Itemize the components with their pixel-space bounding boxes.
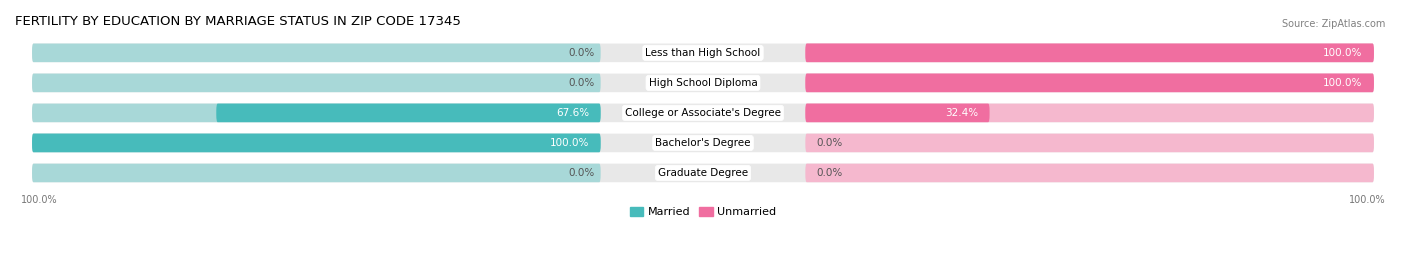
- FancyBboxPatch shape: [32, 73, 600, 92]
- FancyBboxPatch shape: [806, 44, 1374, 62]
- FancyBboxPatch shape: [32, 134, 1374, 152]
- FancyBboxPatch shape: [32, 134, 600, 152]
- Text: FERTILITY BY EDUCATION BY MARRIAGE STATUS IN ZIP CODE 17345: FERTILITY BY EDUCATION BY MARRIAGE STATU…: [15, 15, 461, 28]
- Text: 100.0%: 100.0%: [1323, 78, 1362, 88]
- FancyBboxPatch shape: [32, 73, 1374, 92]
- FancyBboxPatch shape: [806, 73, 1374, 92]
- FancyBboxPatch shape: [806, 134, 1374, 152]
- Text: 0.0%: 0.0%: [568, 78, 595, 88]
- FancyBboxPatch shape: [32, 44, 1374, 62]
- Text: 0.0%: 0.0%: [817, 168, 844, 178]
- FancyBboxPatch shape: [806, 73, 1374, 92]
- Text: 0.0%: 0.0%: [568, 168, 595, 178]
- FancyBboxPatch shape: [806, 164, 1374, 182]
- Text: Source: ZipAtlas.com: Source: ZipAtlas.com: [1281, 19, 1385, 29]
- Text: Less than High School: Less than High School: [645, 48, 761, 58]
- Text: 100.0%: 100.0%: [21, 194, 58, 204]
- Text: 100.0%: 100.0%: [550, 138, 589, 148]
- Text: 67.6%: 67.6%: [557, 108, 589, 118]
- Text: 100.0%: 100.0%: [1323, 48, 1362, 58]
- FancyBboxPatch shape: [32, 44, 600, 62]
- Text: College or Associate's Degree: College or Associate's Degree: [626, 108, 780, 118]
- FancyBboxPatch shape: [32, 134, 600, 152]
- Text: 32.4%: 32.4%: [945, 108, 979, 118]
- FancyBboxPatch shape: [32, 164, 1374, 182]
- Legend: Married, Unmarried: Married, Unmarried: [626, 203, 780, 222]
- Text: Graduate Degree: Graduate Degree: [658, 168, 748, 178]
- Text: Bachelor's Degree: Bachelor's Degree: [655, 138, 751, 148]
- FancyBboxPatch shape: [806, 104, 990, 122]
- FancyBboxPatch shape: [32, 104, 600, 122]
- FancyBboxPatch shape: [32, 164, 600, 182]
- Text: 0.0%: 0.0%: [817, 138, 844, 148]
- FancyBboxPatch shape: [217, 104, 600, 122]
- FancyBboxPatch shape: [32, 104, 1374, 122]
- Text: 100.0%: 100.0%: [1348, 194, 1385, 204]
- Text: 0.0%: 0.0%: [568, 48, 595, 58]
- Text: High School Diploma: High School Diploma: [648, 78, 758, 88]
- FancyBboxPatch shape: [806, 44, 1374, 62]
- FancyBboxPatch shape: [806, 104, 1374, 122]
